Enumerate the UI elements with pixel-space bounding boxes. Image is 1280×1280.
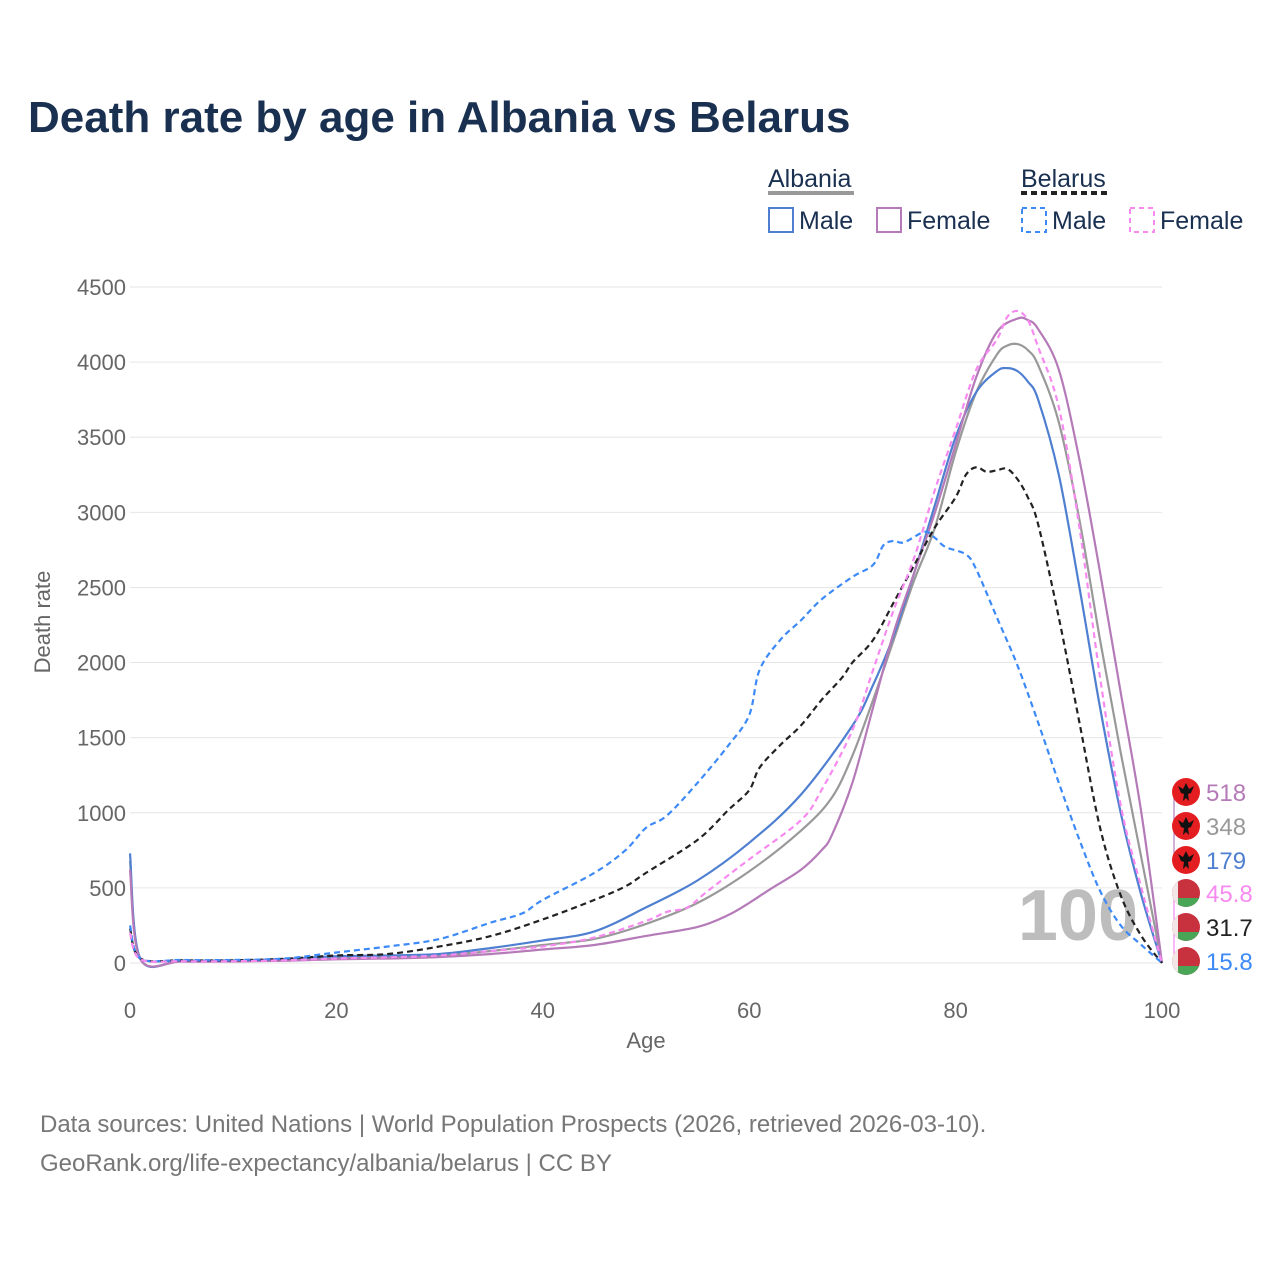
x-tick-label: 80 [943, 998, 967, 1023]
belarus-flag-icon [1172, 913, 1200, 941]
x-axis-label: Age [626, 1028, 665, 1053]
x-tick-label: 40 [531, 998, 555, 1023]
series-line-albania-male [128, 366, 1164, 969]
grid [130, 286, 1162, 964]
x-tick-label: 100 [1144, 998, 1181, 1023]
x-tick-label: 0 [124, 998, 136, 1023]
y-tick-label: 4500 [77, 275, 126, 300]
series-line-belarus-female [128, 309, 1164, 964]
legend-group-belarus: Belarus [1021, 165, 1106, 193]
y-tick-label: 1000 [77, 801, 126, 826]
y-tick-label: 3000 [77, 500, 126, 525]
series-line-belarus-total [128, 466, 1163, 964]
legend-item-label[interactable]: Female [1160, 207, 1243, 235]
legend-swatch-belarus-male[interactable] [1021, 207, 1047, 233]
x-tick-label: 20 [324, 998, 348, 1023]
y-tick-label: 4000 [77, 350, 126, 375]
end-label-value: 179 [1206, 848, 1246, 875]
legend-swatch-albania-female[interactable] [876, 207, 902, 233]
highlight-age-label: 100 [1018, 876, 1138, 956]
y-tick-label: 2000 [77, 651, 126, 676]
legend-swatch-albania-male[interactable] [768, 207, 794, 233]
series-line-albania-female [128, 316, 1164, 968]
series-line-belarus-male [128, 530, 1163, 964]
y-tick-label: 0 [114, 951, 126, 976]
end-label-value: 15.8 [1206, 949, 1253, 976]
legend-swatch-belarus-female[interactable] [1129, 207, 1155, 233]
end-label-value: 45.8 [1206, 881, 1253, 908]
end-label-value: 348 [1206, 814, 1246, 841]
legend-item-label[interactable]: Male [1052, 207, 1106, 235]
end-label-value: 31.7 [1206, 915, 1253, 942]
legend: Albania Male Female Belarus Male Female [768, 165, 1243, 235]
legend-group-albania: Albania [768, 165, 851, 193]
y-tick-label: 3500 [77, 425, 126, 450]
end-label-value: 518 [1206, 780, 1246, 807]
albania-flag-icon [1172, 778, 1200, 806]
x-axis: 0 20 40 60 80 100 [124, 998, 1180, 1023]
legend-item-label[interactable]: Female [907, 207, 990, 235]
albania-flag-icon [1172, 846, 1200, 874]
y-axis: 0 500 1000 1500 2000 2500 3000 3500 4000 4500 [77, 275, 126, 976]
belarus-flag-icon [1172, 947, 1200, 975]
y-tick-label: 500 [89, 876, 126, 901]
footer-source: Data sources: United Nations | World Pop… [40, 1111, 986, 1138]
y-tick-label: 2500 [77, 575, 126, 600]
albania-flag-icon [1172, 812, 1200, 840]
y-axis-label: Death rate [30, 571, 55, 674]
end-labels: 518 348 179 45.8 31.7 15.8 [1172, 778, 1253, 976]
legend-item-label[interactable]: Male [799, 207, 853, 235]
y-tick-label: 1500 [77, 726, 126, 751]
series-lines [128, 309, 1164, 969]
belarus-flag-icon [1172, 879, 1200, 907]
footer-link[interactable]: GeoRank.org/life-expectancy/albania/bela… [40, 1150, 612, 1177]
x-tick-label: 60 [737, 998, 761, 1023]
chart-title: Death rate by age in Albania vs Belarus [28, 93, 850, 142]
